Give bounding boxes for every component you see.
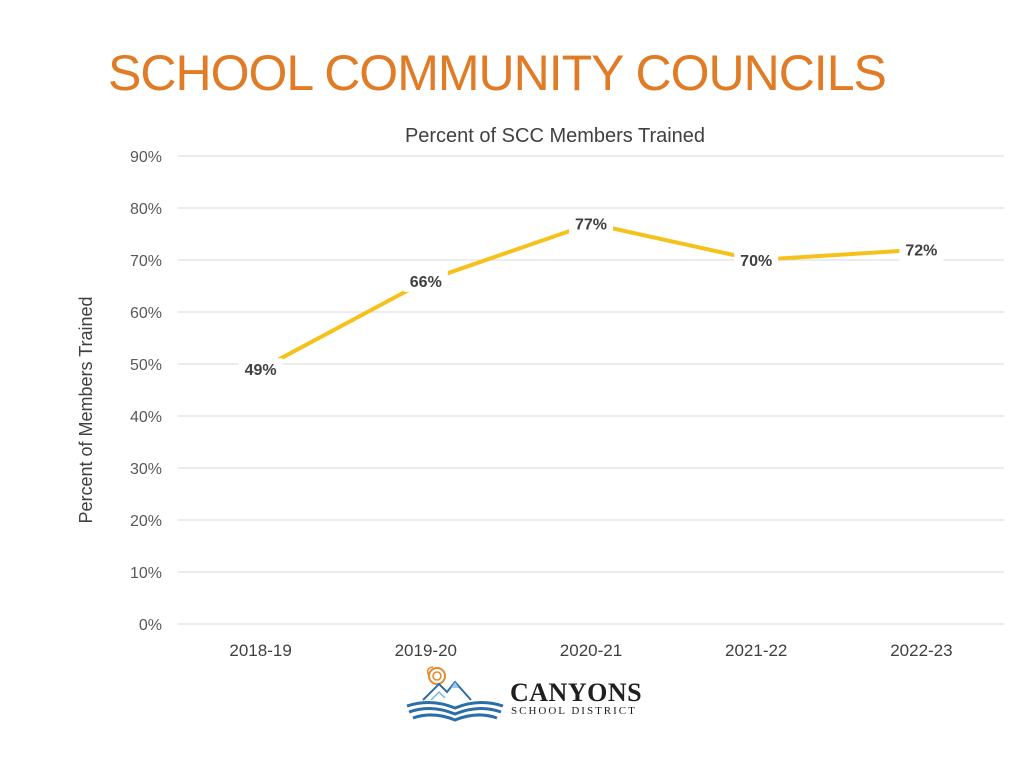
chart-title: Percent of SCC Members Trained [405, 125, 705, 147]
canyons-logo: CANYONS SCHOOL DISTRICT [405, 664, 665, 724]
book-mountains-sun-icon [406, 666, 504, 722]
x-tick-label: 2020-21 [560, 641, 622, 660]
data-label: 66% [410, 274, 442, 291]
x-tick-labels: 2018-19 2019-20 2020-21 2021-22 2022-23 [229, 641, 952, 660]
logo-subtitle: SCHOOL DISTRICT [511, 705, 637, 717]
y-tick-label: 60% [130, 305, 162, 322]
gridlines [178, 155, 1004, 625]
data-label-background [403, 269, 448, 292]
y-tick-label: 20% [130, 513, 162, 530]
series-line [258, 221, 924, 372]
y-tick-label: 30% [130, 461, 162, 478]
data-label-background [238, 358, 283, 381]
data-label-background [569, 212, 613, 235]
slide-title: SCHOOL COMMUNITY COUNCILS [108, 45, 887, 101]
data-label: 77% [575, 217, 607, 234]
y-tick-labels: 0% 10% 20% 30% 40% 50% 60% 70% 80% 90% [130, 149, 162, 634]
x-tick-label: 2021-22 [725, 641, 787, 660]
y-tick-label: 10% [130, 565, 162, 582]
logo-name: CANYONS [510, 678, 643, 707]
x-tick-label: 2018-19 [229, 641, 291, 660]
y-tick-label: 50% [130, 357, 162, 374]
data-label: 49% [245, 362, 277, 379]
data-label-background [899, 238, 944, 261]
y-tick-label: 70% [130, 253, 162, 270]
y-axis-label: Percent of Members Trained [76, 296, 96, 523]
data-label-background [734, 249, 779, 271]
data-label: 72% [905, 243, 937, 260]
x-tick-label: 2022-23 [890, 641, 952, 660]
y-tick-label: 0% [139, 617, 162, 634]
data-label: 70% [740, 253, 772, 270]
y-tick-label: 90% [130, 149, 162, 166]
y-tick-label: 40% [130, 409, 162, 426]
data-labels: 49% 66% 77% 70% 72% [238, 212, 944, 381]
x-tick-label: 2019-20 [395, 641, 457, 660]
series-line-path [258, 221, 924, 372]
y-tick-label: 80% [130, 201, 162, 218]
